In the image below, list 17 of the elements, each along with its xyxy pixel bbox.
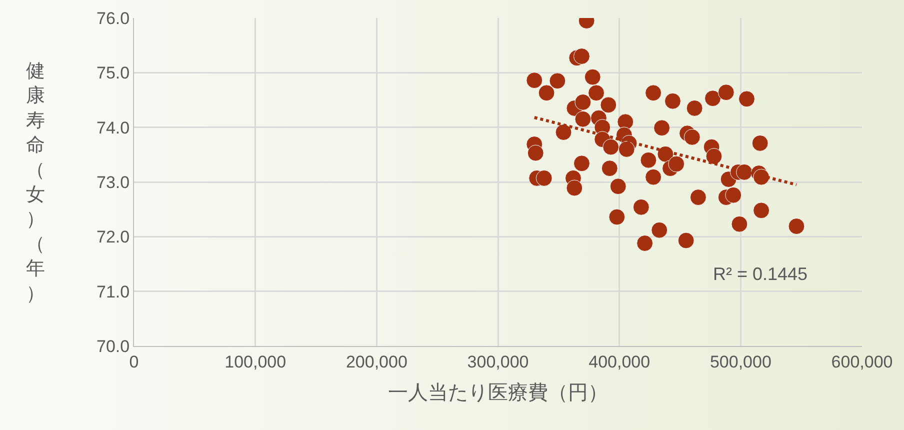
x-tick-label: 400,000 (588, 352, 650, 372)
y-tick-label: 73.0 (96, 172, 130, 192)
x-tick-label: 500,000 (710, 352, 772, 372)
x-tick-label: 300,000 (467, 352, 529, 372)
x-tick-label: 100,000 (224, 352, 286, 372)
text: 健康寿命（女）（年） (26, 61, 45, 304)
y-tick-label: 70.0 (96, 336, 130, 356)
x-tick-label: 0 (129, 352, 139, 372)
y-tick-label: 71.0 (96, 282, 130, 302)
y-tick-label: 76.0 (96, 8, 130, 28)
y-tick-label: 75.0 (96, 64, 130, 83)
annotation: R² = 0.1445 (713, 264, 808, 284)
x-axis-title: 一人当たり医療費（円） (388, 382, 608, 404)
y-tick-label: 72.0 (96, 228, 130, 247)
x-tick-label: 200,000 (346, 352, 408, 372)
y-tick-label: 74.0 (96, 118, 130, 138)
x-tick-label: 600,000 (831, 352, 893, 372)
